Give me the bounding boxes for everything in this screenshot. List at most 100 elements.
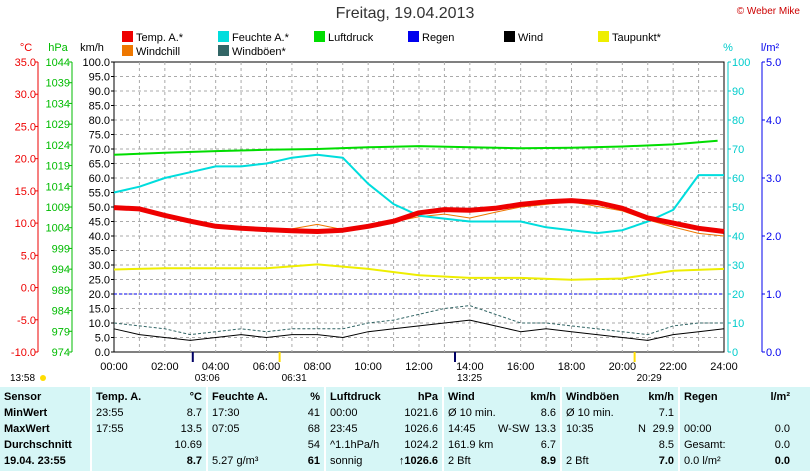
stats-wind-avg10-label: Ø 10 min. (448, 407, 496, 419)
stats-humidity-max: 68 (307, 423, 320, 435)
stats-pressure-forecast: sonnig (330, 455, 363, 467)
x-tick-label: 20:00 (609, 361, 637, 373)
x-tick-label: 08:00 (304, 361, 332, 373)
axis-tick-label-wind: 75.0 (89, 130, 110, 142)
axis-tick-label-wind: 5.0 (95, 333, 110, 345)
sunrise-label: 06:31 (282, 373, 307, 384)
stats-gusts-max: 29.9 (652, 423, 674, 435)
stats-gusts-dir: N (638, 423, 646, 435)
stats-gusts-current: 7.0 (658, 455, 674, 467)
axis-tick-label-pressure: 994 (52, 264, 70, 276)
axis-title-temp: °C (20, 42, 32, 54)
axis-tick-label-pressure: 1029 (46, 119, 70, 131)
axis-tick-label-temp: 25.0 (15, 121, 36, 133)
stats-col-gusts: Windböen km/h Ø 10 min. 7.1 10:35 N 29.9 8.5… (560, 387, 678, 471)
axis-tick-label-wind: 80.0 (89, 115, 110, 127)
axis-title-wind: km/h (80, 42, 104, 54)
stats-gusts-head: Windböen (566, 391, 620, 403)
stats-wind-dir: W-SW (498, 423, 530, 435)
stats-pressure-unit: hPa (417, 391, 438, 403)
axis-tick-label-temp: 30.0 (15, 89, 36, 101)
axis-tick-label-rain: 5.0 (766, 57, 781, 69)
stats-rain-max: 0.0 (774, 423, 790, 435)
copyright[interactable]: © Weber Mike (736, 6, 800, 17)
stats-pressure-max-time: 23:45 (330, 423, 358, 435)
stats-rain-current: 0.0 (774, 455, 790, 467)
axis-title-pressure: hPa (48, 42, 68, 54)
stats-rain-total-label: Gesamt: (684, 439, 726, 451)
axis-tick-label-humidity: 20 (732, 289, 744, 301)
axis-tick-label-wind: 0.0 (95, 347, 110, 359)
axis-tick-label-wind: 30.0 (89, 260, 110, 272)
stats-temp-current: 8.7 (186, 455, 202, 467)
axis-tick-label-temp: 20.0 (15, 154, 36, 166)
axis-tick-label-temp: 0.0 (21, 283, 36, 295)
stats-col-pressure: Luftdruck hPa 00:00 1021.6 23:45 1026.6 ^1.… (324, 387, 442, 471)
stats-temp-min: 8.7 (186, 407, 202, 419)
stats-col-rain: Regen l/m² 00:00 0.0 Gesamt: 0.0 0.0 l/m² 0.… (678, 387, 794, 471)
stats-humidity-avg: 54 (307, 439, 320, 451)
legend-item-dewpoint: Taupunkt* (598, 31, 661, 44)
series-line-windben (113, 305, 724, 336)
legend-label: Windböen* (232, 46, 286, 58)
stats-wind-unit: km/h (530, 391, 556, 403)
axis-tick-label-wind: 15.0 (89, 304, 110, 316)
axis-tick-label-temp: -10.0 (11, 347, 36, 359)
axis-tick-label-pressure: 1014 (46, 181, 70, 193)
axis-tick-label-temp: 5.0 (21, 250, 36, 262)
stats-wind-current: 8.9 (540, 455, 556, 467)
legend-item-pressure: Luftdruck (314, 31, 373, 44)
legend-swatch (408, 31, 419, 42)
stats-col-humidity: Feuchte A.% 17:30 41 07:05 68 54 5.27 g/m³… (206, 387, 324, 471)
stats-gusts-max-time: 10:35 (566, 423, 594, 435)
legend-item-gusts: Windböen* (218, 45, 286, 58)
axis-tick-label-humidity: 40 (732, 231, 744, 243)
chart-markers: 13:58 03:06 06:31 13:25 20:29 (10, 352, 662, 384)
stats-wind-avg10: 8.6 (540, 407, 556, 419)
axis-tick-label-rain: 4.0 (766, 115, 781, 127)
axis-tick-label-wind: 25.0 (89, 275, 110, 287)
stats-temp-head: Temp. A. (96, 391, 142, 403)
axis-tick-label-pressure: 1024 (46, 140, 70, 152)
axis-tick-label-pressure: 979 (52, 326, 70, 338)
stats-rain-foot: 0.0 l/m² (684, 455, 721, 467)
axis-tick-label-rain: 3.0 (766, 173, 781, 185)
axis-tick-label-humidity: 90 (732, 86, 744, 98)
x-tick-label: 06:00 (253, 361, 281, 373)
legend-label: Regen (422, 32, 455, 44)
legend-label: Feuchte A.* (232, 32, 289, 44)
axis-title-humidity: % (723, 42, 733, 54)
x-tick-label: 24:00 (710, 361, 738, 373)
axis-tick-label-wind: 10.0 (89, 318, 110, 330)
stats-row-max: MaxWert (4, 423, 50, 435)
axis-tick-label-humidity: 100 (732, 57, 750, 69)
x-tick-label: 02:00 (151, 361, 179, 373)
axis-tick-label-rain: 0.0 (766, 347, 781, 359)
legend-item-windchill: Windchill (122, 45, 180, 58)
axis-tick-label-wind: 35.0 (89, 246, 110, 258)
axis-tick-label-pressure: 974 (52, 347, 70, 359)
stats-wind-head: Wind (448, 391, 475, 403)
stats-gusts-bft: 2 Bft (566, 455, 589, 467)
stats-wind-max-time: 14:45 (448, 423, 476, 435)
legend-swatch (504, 31, 515, 42)
stats-wind-max: 13.3 (534, 423, 556, 435)
axis-tick-label-wind: 100.0 (82, 57, 110, 69)
stats-pressure-max: 1026.6 (404, 423, 438, 435)
axis-tick-label-wind: 90.0 (89, 86, 110, 98)
axis-tick-label-pressure: 999 (52, 243, 70, 255)
axis-tick-label-pressure: 1009 (46, 202, 70, 214)
stats-pressure-current: ↑1026.6 (398, 455, 438, 467)
chart-axes: 35.0 30.0 25.0 20.0 15.0 10.0 5.0 0.0 -5.0 -10.0 1… (11, 42, 781, 373)
stats-sensor-head: Sensor (4, 391, 42, 403)
stats-humidity-abs: 5.27 g/m³ (212, 455, 259, 467)
axis-title-rain: l/m² (761, 42, 780, 54)
legend-label: Windchill (136, 46, 181, 58)
stats-pressure-head: Luftdruck (330, 391, 381, 403)
x-tick-label: 10:00 (354, 361, 382, 373)
stats-pressure-min-time: 00:00 (330, 407, 358, 419)
axis-tick-label-pressure: 984 (52, 306, 70, 318)
axis-tick-label-pressure: 1044 (46, 57, 70, 69)
axis-tick-label-wind: 55.0 (89, 188, 110, 200)
stats-wind-bft: 2 Bft (448, 455, 471, 467)
